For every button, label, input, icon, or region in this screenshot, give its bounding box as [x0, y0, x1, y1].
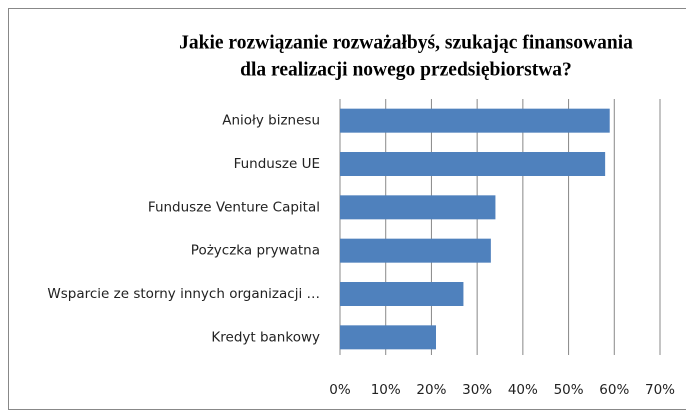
- y-tick-label: Fundusze UE: [234, 156, 320, 172]
- x-tick-label: 20%: [416, 382, 446, 398]
- x-tick-label: 10%: [371, 382, 401, 398]
- y-tick-label: Fundusze Venture Capital: [148, 199, 320, 215]
- x-tick-label: 40%: [508, 382, 538, 398]
- x-tick-label: 70%: [645, 382, 675, 398]
- x-tick-label: 60%: [599, 382, 629, 398]
- chart-title: dla realizacji nowego przedsiębiorstwa?: [240, 59, 572, 80]
- y-tick-label: Wsparcie ze storny innych organizacji …: [47, 286, 320, 302]
- y-tick-label: Anioły biznesu: [222, 113, 320, 129]
- x-tick-label: 50%: [554, 382, 584, 398]
- bar: [340, 195, 496, 220]
- bar: [340, 108, 610, 133]
- bar: [340, 325, 436, 350]
- y-tick-label: Kredyt bankowy: [211, 329, 320, 345]
- x-tick-label: 30%: [462, 382, 492, 398]
- chart-title: Jakie rozwiązanie rozważałbyś, szukając …: [179, 32, 633, 53]
- x-tick-label: 0%: [329, 382, 351, 398]
- bar: [340, 282, 464, 306]
- bar: [340, 238, 491, 263]
- y-tick-label: Pożyczka prywatna: [191, 243, 320, 259]
- bar: [340, 152, 606, 176]
